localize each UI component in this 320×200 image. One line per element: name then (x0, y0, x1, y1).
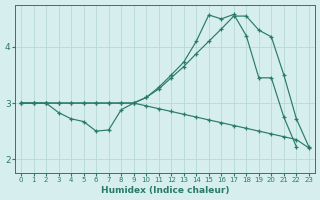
X-axis label: Humidex (Indice chaleur): Humidex (Indice chaleur) (101, 186, 229, 195)
